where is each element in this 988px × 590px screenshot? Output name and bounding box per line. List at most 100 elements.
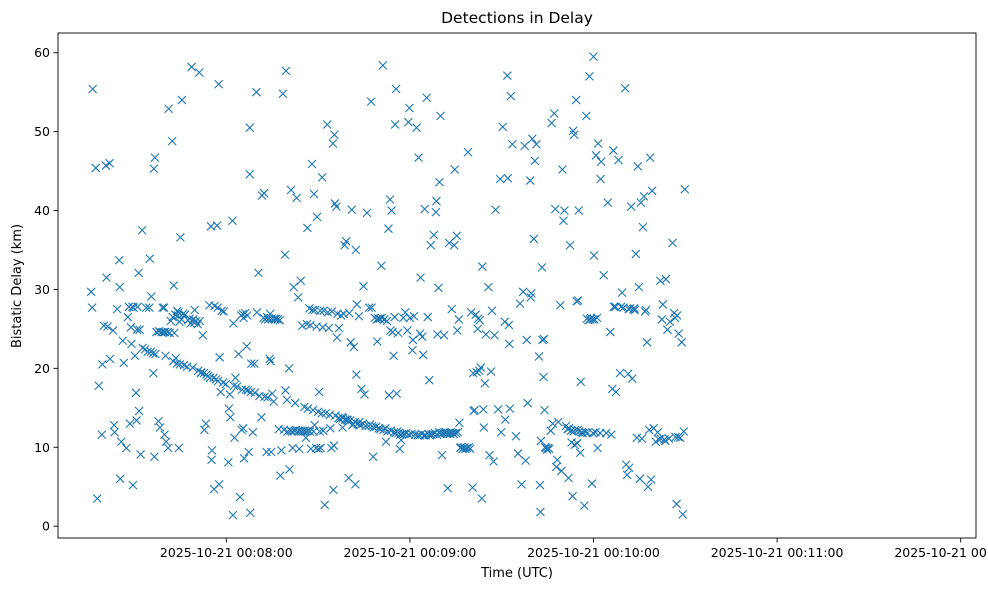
data-point: [487, 306, 497, 316]
data-point: [453, 427, 463, 437]
data-point: [592, 313, 602, 323]
data-point: [118, 336, 128, 346]
data-point: [372, 337, 382, 346]
data-point: [434, 283, 443, 293]
y-tick-label: 60: [34, 45, 50, 60]
data-point: [513, 449, 523, 458]
data-point: [132, 416, 141, 425]
data-point: [141, 303, 151, 312]
data-point: [360, 390, 369, 399]
data-point: [470, 405, 480, 415]
data-point: [289, 282, 299, 292]
data-point: [351, 245, 361, 255]
data-point: [526, 289, 536, 298]
data-point: [314, 387, 324, 397]
data-point: [643, 482, 653, 492]
data-point: [207, 455, 216, 465]
data-point: [564, 473, 573, 483]
data-point: [546, 426, 556, 436]
data-point: [354, 311, 364, 321]
y-tick-label: 20: [34, 361, 50, 376]
data-point: [252, 87, 261, 97]
data-point: [190, 305, 200, 315]
data-point: [132, 325, 142, 335]
data-point: [581, 111, 591, 121]
data-point: [344, 308, 354, 318]
data-point: [634, 282, 644, 292]
data-point: [265, 354, 275, 364]
data-point: [506, 91, 516, 101]
data-point: [435, 177, 444, 187]
data-point: [316, 443, 326, 453]
data-point: [378, 60, 388, 70]
data-point: [151, 349, 160, 359]
data-point: [526, 292, 536, 302]
data-point: [159, 303, 169, 312]
data-point: [322, 120, 332, 129]
data-point: [97, 360, 107, 369]
data-point: [301, 427, 311, 436]
data-point: [134, 406, 144, 416]
data-point: [484, 282, 493, 292]
data-point: [588, 315, 597, 324]
data-point: [490, 330, 499, 340]
data-point: [480, 378, 490, 388]
data-point: [297, 321, 307, 331]
data-point: [522, 335, 532, 345]
data-point: [105, 354, 115, 364]
x-tick-label: 2025-10-21 00:12:00: [894, 545, 988, 560]
data-point: [559, 216, 568, 226]
data-point: [332, 333, 342, 342]
data-point: [196, 367, 206, 377]
data-point: [338, 423, 347, 432]
data-point: [177, 95, 187, 105]
data-point: [305, 427, 315, 436]
data-point: [596, 157, 606, 167]
data-point: [615, 368, 625, 378]
data-point: [678, 509, 688, 519]
data-point: [593, 139, 603, 148]
x-tick-label: 2025-10-21 00:08:00: [160, 545, 293, 560]
data-point: [523, 398, 533, 408]
data-point: [585, 72, 594, 81]
data-point: [639, 191, 649, 201]
series-detections: [86, 52, 690, 520]
data-point: [515, 299, 525, 309]
data-point: [376, 261, 386, 271]
data-point: [228, 510, 238, 520]
data-point: [609, 146, 618, 155]
data-point: [422, 93, 432, 103]
data-point: [254, 268, 263, 278]
data-point: [404, 430, 414, 440]
data-point: [282, 395, 292, 405]
data-point: [575, 448, 585, 458]
data-point: [630, 305, 640, 315]
data-point: [500, 317, 510, 327]
data-point: [209, 373, 218, 383]
data-point: [407, 429, 416, 439]
data-point: [359, 281, 368, 291]
data-point: [225, 390, 235, 399]
data-point: [672, 499, 682, 509]
data-point: [624, 463, 634, 473]
data-point: [276, 446, 286, 455]
data-point: [656, 434, 666, 443]
data-point: [668, 238, 677, 248]
data-point: [534, 352, 544, 361]
data-point: [498, 122, 508, 132]
data-point: [138, 343, 148, 353]
data-point: [382, 316, 392, 326]
data-point: [454, 315, 464, 324]
data-point: [303, 223, 312, 233]
data-point: [128, 480, 138, 490]
data-point: [336, 311, 346, 320]
data-point: [275, 471, 285, 481]
data-point: [169, 281, 179, 290]
data-point: [112, 304, 122, 314]
data-point: [390, 312, 399, 322]
data-point: [663, 325, 672, 335]
data-point: [146, 292, 156, 301]
data-point: [568, 491, 577, 501]
data-point: [403, 117, 413, 127]
